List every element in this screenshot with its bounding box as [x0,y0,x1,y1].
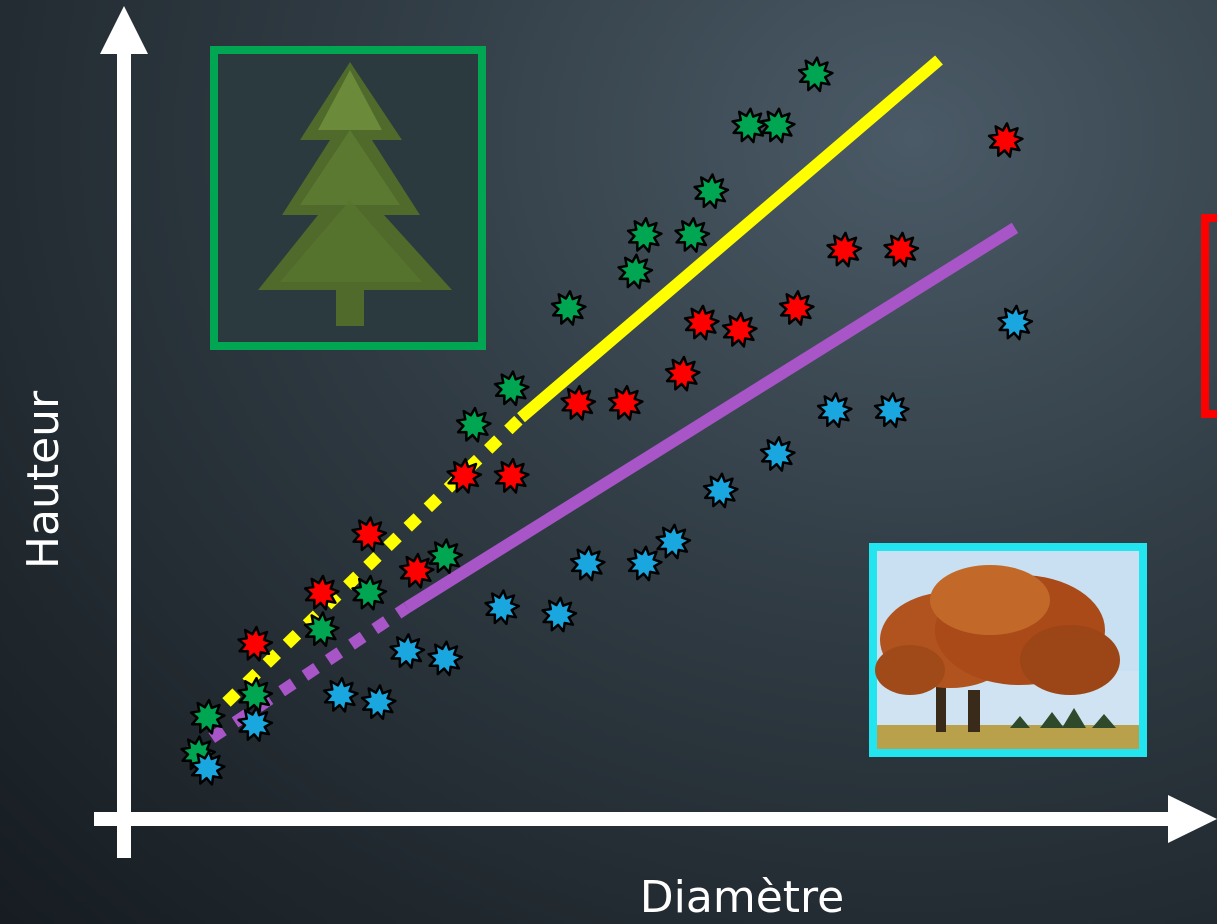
data-point-s3-2 [237,706,274,742]
deciduous-image [869,543,1147,757]
data-point-s2-12 [778,290,815,326]
data-point-s3-14 [816,392,853,429]
data-point-s1-2 [189,698,226,735]
data-point-s1-14 [731,107,768,144]
data-point-s3-11 [655,523,692,560]
data-point-s1-15 [759,107,796,144]
y-axis-arrow [100,6,148,54]
data-point-s3-16 [997,304,1034,341]
deciduous-tree-icon [875,565,1120,732]
trend-line-3 [185,602,411,759]
data-point-s3-6 [427,640,464,677]
data-point-s3-9 [569,545,606,582]
data-point-s1-8 [493,370,530,407]
data-point-s1-5 [351,574,388,611]
partial-frame [1201,214,1217,418]
data-point-s2-11 [721,311,758,348]
y-axis-label: Hauteur [18,390,69,569]
data-point-s3-15 [873,392,910,429]
data-point-s2-4 [398,552,435,589]
data-point-s1-9 [550,290,587,326]
data-point-s3-7 [484,589,521,626]
data-point-s2-15 [987,122,1024,158]
data-point-s2-7 [560,384,597,421]
data-point-s1-12 [674,217,711,253]
trend-line-2 [517,55,943,423]
data-point-s3-12 [702,472,739,509]
x-axis-arrow [1168,795,1217,843]
data-point-s1-6 [427,538,464,575]
data-markers [180,56,1034,786]
data-point-s3-3 [322,676,359,713]
data-point-s2-9 [664,355,701,392]
data-point-s2-2 [303,574,340,611]
trend-line-4 [403,222,1019,613]
data-point-s2-14 [883,231,920,268]
data-point-s3-10 [626,545,663,582]
data-point-s1-16 [797,56,834,93]
data-point-s1-11 [626,217,663,253]
data-point-s3-1 [189,749,226,786]
data-point-s2-3 [351,516,388,553]
data-point-s2-6 [493,457,530,494]
data-point-s2-13 [826,231,863,268]
data-point-s1-7 [455,406,492,443]
x-axis-label: Diamètre [640,872,844,923]
conifer-tree-icon [258,62,452,326]
data-point-s2-10 [683,304,720,341]
data-point-s2-1 [237,625,274,662]
data-point-s3-5 [389,633,426,669]
data-point-s2-5 [446,457,483,494]
conifer-image [210,46,486,350]
data-point-s1-3 [237,676,274,713]
data-point-s3-4 [360,684,397,721]
data-point-s1-4 [303,611,340,648]
data-point-s1-13 [693,173,730,210]
data-point-s1-10 [617,253,654,290]
data-point-s2-8 [607,384,644,421]
data-point-s3-8 [541,596,578,633]
background-trees [1010,708,1116,728]
data-point-s3-13 [759,436,796,472]
